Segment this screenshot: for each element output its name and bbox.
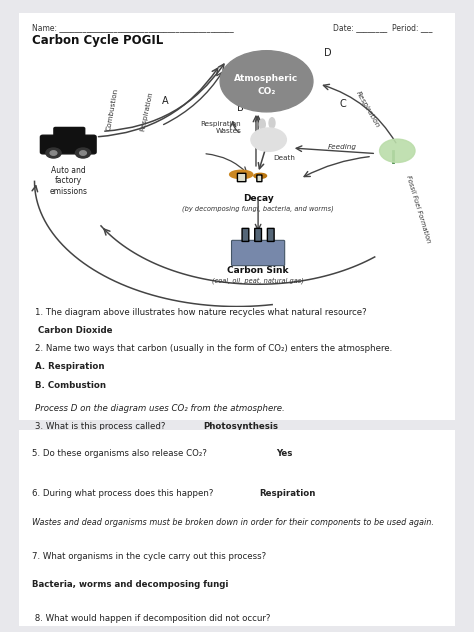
- Text: A: A: [162, 95, 169, 106]
- Ellipse shape: [254, 173, 266, 178]
- Text: Yes: Yes: [276, 449, 292, 458]
- Circle shape: [80, 151, 86, 155]
- Text: Wastes and dead organisms must be broken down in order for their components to b: Wastes and dead organisms must be broken…: [32, 518, 434, 526]
- Text: Respiration: Respiration: [355, 90, 381, 128]
- Text: (by decomposing fungi, bacteria, and worms): (by decomposing fungi, bacteria, and wor…: [182, 205, 334, 212]
- Ellipse shape: [269, 118, 275, 128]
- Text: Name: _____________________________________________: Name: __________________________________…: [32, 23, 234, 32]
- Text: 1. The diagram above illustrates how nature recycles what natural resource?: 1. The diagram above illustrates how nat…: [35, 308, 366, 317]
- Circle shape: [75, 148, 91, 158]
- FancyBboxPatch shape: [267, 228, 274, 241]
- Text: Bacteria, worms and decomposing fungi: Bacteria, worms and decomposing fungi: [32, 580, 228, 589]
- Text: 4. What organisms carry out this process?: 4. What organisms carry out this process…: [35, 446, 219, 455]
- Text: Carbon Cycle POGIL: Carbon Cycle POGIL: [32, 34, 163, 47]
- Circle shape: [251, 128, 286, 151]
- FancyBboxPatch shape: [242, 228, 249, 241]
- Text: Fossil Fuel Formation: Fossil Fuel Formation: [405, 174, 431, 244]
- Text: 6. During what process does this happen?: 6. During what process does this happen?: [32, 489, 216, 498]
- Text: Auto and
factory
emissions: Auto and factory emissions: [49, 166, 87, 196]
- Circle shape: [50, 151, 57, 155]
- Text: 7. What organisms in the cycle carry out this process?: 7. What organisms in the cycle carry out…: [32, 552, 266, 561]
- Text: Plants: Plants: [228, 446, 259, 455]
- Text: Carbon Dioxide: Carbon Dioxide: [35, 326, 112, 335]
- Text: Respiration: Respiration: [259, 489, 315, 498]
- FancyBboxPatch shape: [231, 240, 285, 265]
- Text: 5. Do these organisms also release CO₂?: 5. Do these organisms also release CO₂?: [32, 449, 210, 458]
- FancyBboxPatch shape: [237, 173, 246, 181]
- Text: Respiration: Respiration: [139, 92, 154, 132]
- Text: (coal, oil, peat, natural gas): (coal, oil, peat, natural gas): [212, 277, 304, 284]
- Text: Carbon Sink: Carbon Sink: [228, 266, 289, 275]
- Text: 3. What is this process called?: 3. What is this process called?: [35, 422, 168, 431]
- Text: 2. Name two ways that carbon (usually in the form of CO₂) enters the atmosphere.: 2. Name two ways that carbon (usually in…: [35, 344, 392, 353]
- Text: Combustion: Combustion: [106, 87, 119, 131]
- Ellipse shape: [229, 170, 253, 179]
- Text: Process D on the diagram uses CO₂ from the atmosphere.: Process D on the diagram uses CO₂ from t…: [35, 404, 284, 413]
- Circle shape: [380, 139, 415, 162]
- FancyBboxPatch shape: [54, 128, 85, 140]
- Text: Photosynthesis: Photosynthesis: [203, 422, 278, 431]
- Text: C: C: [339, 99, 346, 109]
- FancyBboxPatch shape: [257, 175, 262, 181]
- Text: A. Respiration: A. Respiration: [35, 362, 104, 372]
- Text: Date: ________  Period: ___: Date: ________ Period: ___: [333, 23, 432, 32]
- Text: Wastes: Wastes: [215, 128, 241, 135]
- Circle shape: [46, 148, 61, 158]
- Text: Decay: Decay: [243, 194, 273, 203]
- Text: B. Combustion: B. Combustion: [35, 380, 106, 389]
- FancyBboxPatch shape: [255, 228, 262, 241]
- Text: Feeding: Feeding: [328, 143, 357, 150]
- Circle shape: [220, 51, 313, 112]
- Text: 8. What would happen if decomposition did not occur?: 8. What would happen if decomposition di…: [32, 614, 271, 623]
- Text: D: D: [324, 49, 331, 59]
- Text: Respiration: Respiration: [201, 121, 241, 128]
- Text: Atmospheric: Atmospheric: [235, 74, 299, 83]
- Text: CO₂: CO₂: [257, 87, 276, 95]
- FancyBboxPatch shape: [40, 135, 96, 154]
- Text: Death: Death: [273, 155, 295, 161]
- Ellipse shape: [259, 119, 265, 130]
- Text: B: B: [237, 102, 244, 112]
